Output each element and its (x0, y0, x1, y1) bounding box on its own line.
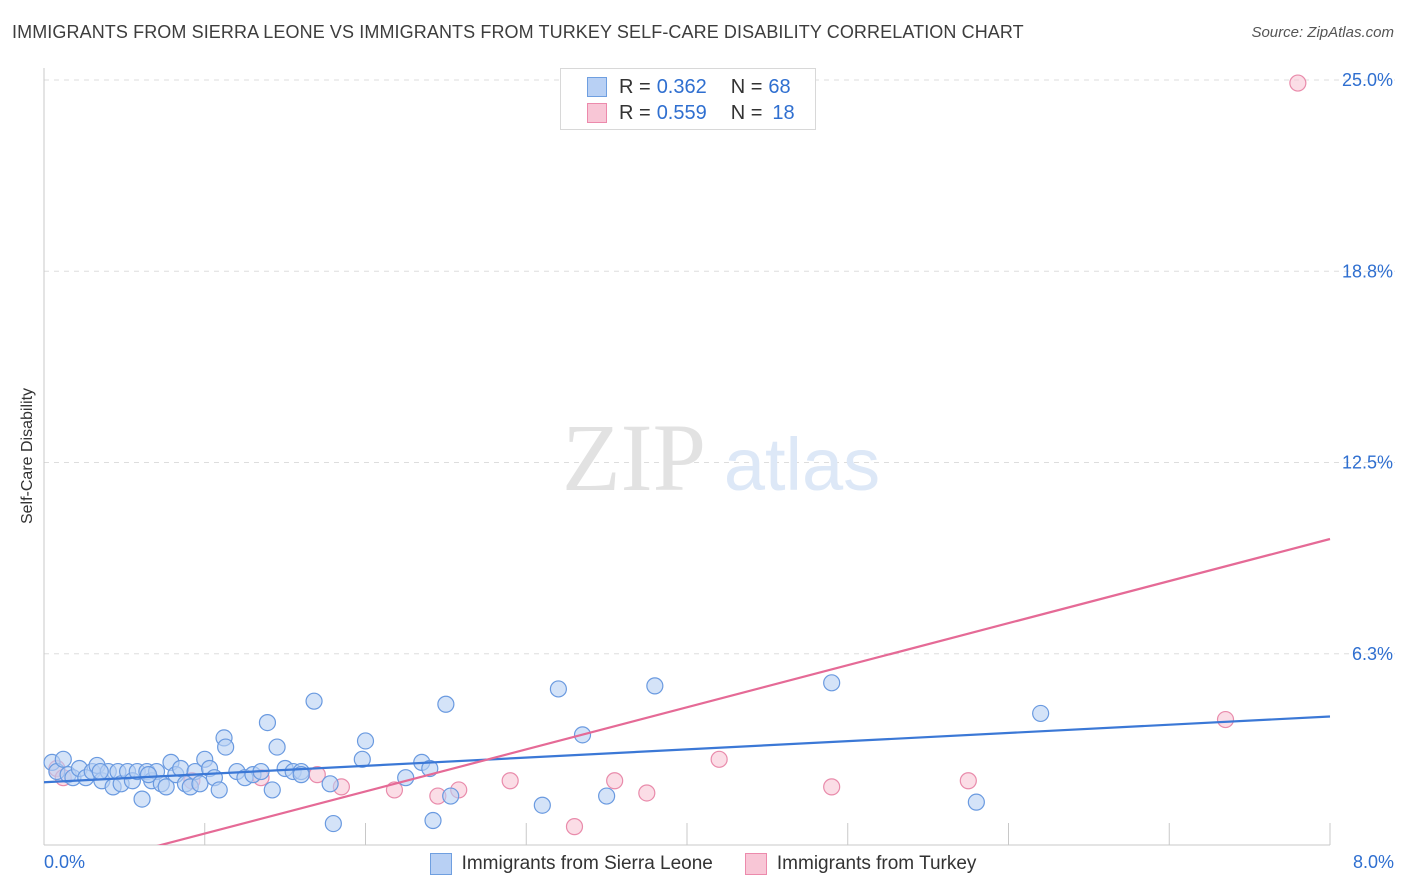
y-tick-label: 6.3% (1352, 644, 1393, 664)
sierra-leone-point (91, 762, 109, 781)
legend-swatch-pink (587, 103, 607, 123)
legend-n-value: 18 (772, 101, 795, 124)
sierra-leone-point (210, 781, 228, 799)
y-tick-labels: 6.3% 12.5% 18.8% 25.0% (1342, 70, 1393, 664)
sierra-leone-point (292, 766, 310, 784)
trendlines (44, 537, 1331, 845)
sierra-leone-point (646, 677, 664, 695)
sierra-leone-point (823, 674, 841, 692)
turkey-point (1289, 74, 1307, 92)
legend-r-value: 0.362 (656, 75, 707, 98)
legend-n-label: N = (730, 75, 763, 98)
legend-swatch-blue (429, 853, 452, 875)
turkey-point (565, 818, 584, 836)
axis-layer (43, 68, 1331, 846)
turkey-trendline (156, 537, 1331, 845)
sierra-leone-point (263, 781, 281, 799)
sierra-leone-point (191, 775, 209, 793)
x-tick-label-max: 8.0% (1352, 852, 1394, 872)
sierra-leone-point (967, 793, 985, 811)
legend-r-label: R = (619, 101, 651, 124)
x-tick-label-min: 0.0% (44, 852, 86, 872)
legend-swatch-pink (744, 853, 767, 875)
sierra-leone-point (442, 787, 460, 805)
legend-swatch-blue (587, 77, 607, 97)
sierra-leone-trendline (44, 715, 1331, 784)
sierra-leone-point (424, 811, 442, 830)
sierra-leone-point (598, 787, 616, 805)
sierra-leone-point (356, 732, 375, 750)
legend-item-turkey: Immigrants from Turkey (744, 853, 977, 875)
source-attribution: Source: ZipAtlas.com (1251, 24, 1394, 41)
y-tick-label: 25.0% (1342, 70, 1393, 90)
sierra-leone-point (54, 750, 72, 768)
legend-item-sierra-leone: Immigrants from Sierra Leone (429, 853, 713, 875)
stats-legend: R = 0.362 N = 68 R = 0.559 N = 18 (560, 68, 816, 130)
sierra-leone-point (217, 738, 235, 756)
sierra-leone-point (305, 692, 323, 710)
series-legend: Immigrants from Sierra Leone Immigrants … (0, 850, 1406, 878)
watermark-atlas: atlas (724, 423, 880, 506)
sierra-leone-point (258, 713, 277, 732)
legend-n-label: N = (730, 101, 763, 124)
grid-layer (44, 79, 1395, 655)
watermark: ZIP atlas (562, 404, 880, 511)
sierra-leone-point (1032, 704, 1050, 723)
sierra-leone-point (268, 738, 286, 756)
sierra-leone-point (533, 796, 551, 814)
sierra-leone-point (353, 750, 371, 768)
turkey-point (606, 772, 624, 790)
y-tick-label: 12.5% (1342, 453, 1393, 473)
turkey-point (501, 772, 519, 790)
legend-row-sierra-leone: R = 0.362 N = 68 (587, 75, 791, 99)
y-axis-title: Self-Care Disability (19, 387, 36, 525)
sierra-leone-point (324, 814, 342, 833)
sierra-leone-point (139, 766, 158, 784)
sierra-leone-point (549, 680, 568, 698)
legend-r-label: R = (619, 75, 651, 98)
sierra-leone-points (43, 674, 1050, 833)
sierra-leone-point (437, 695, 455, 713)
turkey-point (823, 778, 841, 796)
legend-r-value: 0.559 (656, 101, 707, 124)
chart-title: IMMIGRANTS FROM SIERRA LEONE VS IMMIGRAN… (12, 22, 1024, 42)
watermark-zip: ZIP (562, 404, 706, 511)
turkey-point (1216, 710, 1235, 729)
legend-n-value: 68 (768, 75, 791, 98)
sierra-leone-point (157, 778, 175, 796)
y-tick-label: 18.8% (1342, 261, 1393, 281)
turkey-point (959, 772, 977, 790)
sierra-leone-point (321, 775, 339, 793)
turkey-point (638, 784, 656, 802)
legend-row-turkey: R = 0.559 N = 18 (587, 101, 795, 125)
legend-label-turkey: Immigrants from Turkey (776, 853, 977, 874)
legend-label-sierra-leone: Immigrants from Sierra Leone (461, 853, 713, 874)
sierra-leone-point (133, 790, 151, 808)
turkey-point (710, 750, 728, 768)
